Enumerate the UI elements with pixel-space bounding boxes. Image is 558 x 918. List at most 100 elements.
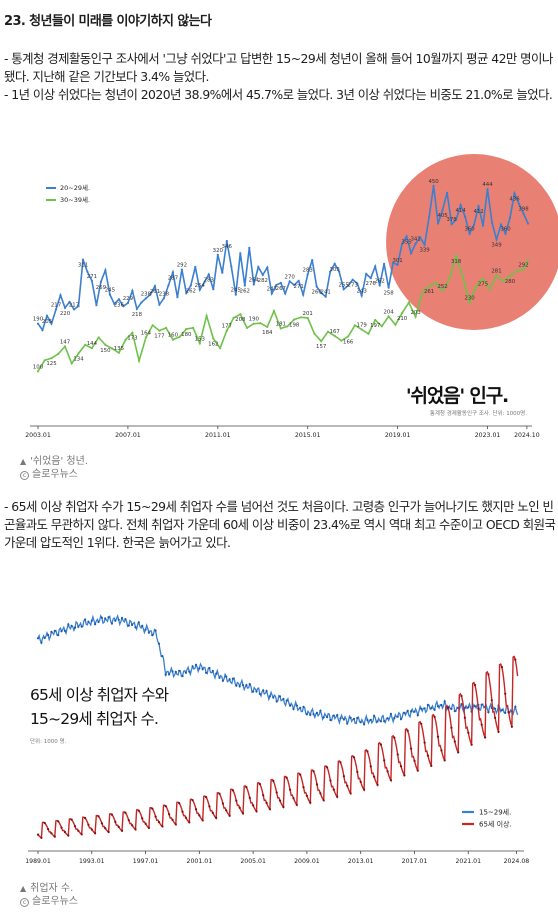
data-point: [507, 711, 510, 714]
data-point: [374, 265, 377, 268]
data-point: [151, 324, 154, 327]
data-point: [440, 703, 443, 707]
data-point: [441, 208, 444, 211]
x-tick-label: 2019.01: [385, 432, 411, 439]
data-point: [60, 630, 63, 633]
data-point: [232, 316, 235, 319]
caret-up-icon: ▲: [20, 884, 27, 893]
data-point: [448, 278, 451, 281]
chart-title-line-1: 65세 이상 취업자 수와: [30, 686, 169, 704]
series-line-1: [37, 655, 519, 840]
data-point: [234, 293, 237, 296]
data-point: [127, 819, 130, 822]
data-point: [84, 816, 87, 820]
data-point: [178, 669, 181, 672]
data-point: [336, 795, 339, 798]
data-point: [144, 297, 147, 300]
data-point: [374, 318, 377, 322]
data-point: [522, 212, 525, 215]
data-point: [239, 313, 242, 316]
data-point: [306, 273, 309, 276]
data-label: 276: [366, 281, 377, 287]
data-label: 301: [392, 258, 402, 264]
data-point: [117, 618, 120, 621]
data-point: [215, 672, 218, 675]
series-line-0: [37, 614, 519, 727]
data-point: [499, 223, 503, 226]
data-point: [225, 329, 228, 332]
data-point: [205, 314, 208, 317]
legend-label: 20~29세.: [60, 183, 90, 192]
data-point: [504, 232, 507, 235]
data-label: 217: [51, 302, 61, 308]
data-point: [473, 705, 477, 708]
data-label: 262: [240, 289, 250, 295]
data-point: [47, 828, 50, 831]
data-point: [90, 619, 93, 622]
data-point: [360, 294, 363, 297]
data-point: [147, 826, 150, 829]
data-point: [436, 705, 440, 708]
data-point: [443, 759, 446, 762]
data-point: [149, 293, 152, 296]
data-label: 283: [303, 267, 313, 273]
data-point: [293, 283, 296, 287]
data-point: [311, 259, 314, 262]
data-point: [72, 308, 76, 311]
x-tick-label: 2005.01: [240, 858, 266, 865]
data-point: [265, 801, 268, 805]
data-point: [63, 629, 66, 632]
data-point: [379, 720, 382, 723]
data-point: [225, 675, 228, 678]
data-point: [278, 799, 282, 802]
data-point: [356, 770, 359, 773]
data-label: 280: [505, 279, 516, 285]
data-point: [302, 786, 305, 789]
data-label: 245: [105, 288, 115, 294]
data-point: [426, 703, 429, 706]
data-point: [107, 616, 110, 619]
data-point: [99, 280, 102, 283]
data-label: 255: [339, 282, 349, 288]
data-point: [203, 281, 206, 284]
data-label: 292: [177, 263, 187, 269]
data-point: [110, 813, 113, 816]
legend-label: 15~29세.: [479, 807, 511, 816]
data-point: [282, 805, 285, 809]
data-label: 238: [141, 291, 152, 297]
data-label: 261: [424, 289, 434, 295]
data-point: [475, 285, 478, 288]
data-point: [53, 835, 56, 838]
data-point: [245, 786, 248, 789]
data-label: 153: [195, 336, 205, 342]
data-point: [302, 293, 305, 296]
data-point: [295, 704, 298, 707]
chart-employment: 1989.01 1993.01 1997.01 2001.01 2005.01 2009.…: [25, 614, 529, 865]
data-point: [322, 799, 325, 802]
data-label: 254: [195, 283, 206, 289]
data-point: [406, 729, 409, 732]
data-point: [329, 270, 332, 273]
data-point: [70, 362, 73, 365]
data-point: [430, 707, 433, 710]
data-point: [342, 718, 345, 721]
data-point: [218, 676, 221, 679]
data-point: [480, 703, 483, 706]
data-label: 160: [168, 333, 179, 339]
data-point: [171, 670, 174, 673]
copyright-icon: c: [20, 471, 29, 480]
data-point: [332, 788, 335, 791]
data-point: [108, 293, 111, 296]
data-point: [252, 690, 255, 693]
data-point: [517, 202, 521, 205]
data-point: [423, 243, 426, 246]
data-point: [97, 620, 100, 624]
chart-subtitle: 단위: 1000 명.: [30, 737, 67, 745]
data-label: 450: [428, 179, 439, 185]
data-point: [504, 711, 507, 714]
x-tick-label: 1989.01: [25, 858, 51, 865]
data-point: [43, 359, 46, 362]
figure-2-caption-text: 취업자 수.: [30, 883, 74, 894]
data-point: [315, 285, 318, 288]
data-point: [81, 258, 85, 261]
